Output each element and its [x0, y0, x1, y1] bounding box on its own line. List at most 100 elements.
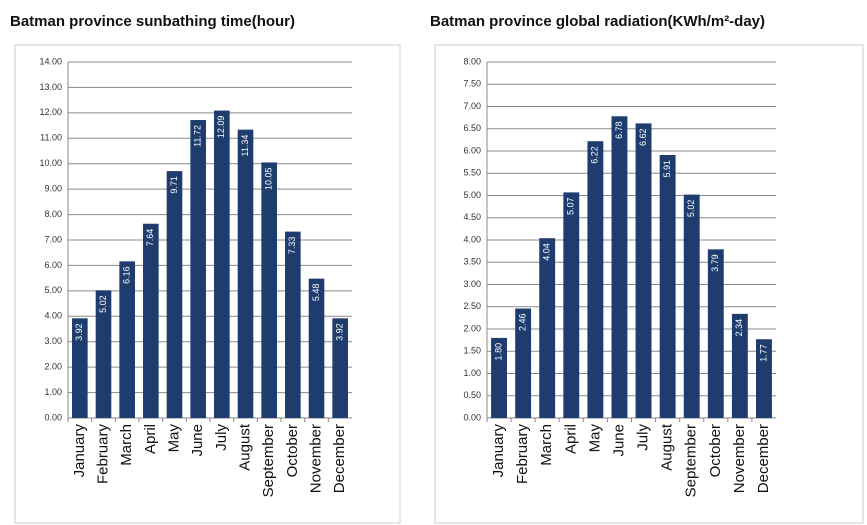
value-label: 11.34: [240, 135, 250, 157]
y-tick-label: 7.50: [463, 79, 481, 89]
value-label: 5.91: [662, 160, 672, 178]
x-tick-label: September: [683, 424, 700, 497]
y-tick-label: 0.00: [44, 412, 62, 422]
x-tick-label: November: [307, 424, 324, 493]
y-tick-label: 4.50: [463, 212, 481, 222]
value-label: 9.71: [169, 176, 179, 194]
value-label: 5.07: [566, 197, 576, 215]
bar: [587, 141, 604, 418]
chart-frame: [434, 44, 864, 524]
value-label: 10.05: [264, 167, 274, 190]
x-tick-label: May: [165, 424, 182, 453]
x-tick-label: August: [236, 423, 253, 471]
x-tick-label: July: [635, 424, 652, 451]
y-tick-label: 3.50: [463, 257, 481, 267]
x-tick-label: October: [284, 424, 301, 477]
value-label: 7.33: [287, 237, 297, 255]
y-tick-label: 6.50: [463, 123, 481, 133]
x-tick-label: September: [260, 424, 277, 497]
value-label: 5.48: [311, 284, 321, 302]
x-tick-label: February: [514, 424, 531, 485]
bar: [190, 119, 206, 418]
y-tick-label: 6.00: [463, 145, 481, 155]
y-tick-label: 10.00: [39, 158, 62, 168]
y-tick-label: 8.00: [463, 56, 481, 66]
y-tick-label: 0.00: [463, 412, 481, 422]
x-tick-label: March: [118, 424, 135, 466]
value-label: 11.72: [193, 125, 203, 147]
x-tick-label: January: [71, 424, 88, 478]
y-tick-label: 8.00: [44, 209, 62, 219]
x-tick-label: March: [538, 424, 555, 466]
x-tick-label: December: [755, 424, 772, 493]
bar: [237, 129, 254, 418]
bar: [308, 278, 325, 418]
value-label: 6.78: [614, 121, 624, 139]
chart-title: Batman province global radiation(KWh/m²-…: [430, 13, 765, 30]
bar: [332, 318, 348, 418]
y-tick-label: 4.00: [44, 311, 62, 321]
bar: [515, 308, 532, 418]
bar: [95, 290, 112, 418]
value-label: 3.79: [710, 254, 720, 272]
bar: [72, 318, 88, 418]
y-tick-label: 12.00: [39, 107, 62, 117]
y-tick-label: 4.00: [463, 234, 481, 244]
bar: [731, 313, 748, 418]
value-label: 5.02: [686, 200, 696, 218]
y-tick-label: 13.00: [39, 82, 62, 92]
x-tick-label: August: [659, 423, 676, 471]
y-tick-label: 1.00: [463, 368, 481, 378]
bar: [539, 238, 556, 418]
x-tick-label: December: [331, 424, 348, 493]
y-tick-label: 1.00: [44, 387, 62, 397]
bar: [683, 194, 700, 418]
y-tick-label: 3.00: [463, 279, 481, 289]
x-tick-label: October: [707, 424, 724, 477]
y-tick-label: 5.50: [463, 168, 481, 178]
chart-title: Batman province sunbathing time(hour): [10, 13, 295, 30]
y-tick-label: 7.00: [44, 234, 62, 244]
bar: [707, 249, 724, 418]
x-tick-label: May: [586, 424, 603, 453]
y-tick-label: 2.00: [44, 362, 62, 372]
y-tick-label: 5.00: [463, 190, 481, 200]
y-tick-label: 0.50: [463, 390, 481, 400]
value-label: 5.02: [98, 295, 108, 313]
x-tick-label: February: [94, 424, 111, 485]
value-label: 3.92: [74, 323, 84, 341]
value-label: 1.80: [493, 343, 503, 361]
y-tick-label: 5.00: [44, 285, 62, 295]
x-tick-label: July: [213, 424, 230, 451]
bar: [166, 171, 183, 418]
value-label: 4.04: [542, 243, 552, 261]
y-tick-label: 3.00: [44, 336, 62, 346]
x-tick-label: January: [490, 424, 507, 478]
y-tick-label: 7.00: [463, 101, 481, 111]
value-label: 6.16: [122, 266, 132, 284]
bar: [119, 261, 135, 418]
x-tick-label: April: [562, 424, 579, 454]
value-label: 6.62: [638, 128, 648, 146]
bar: [285, 231, 301, 418]
y-tick-label: 6.00: [44, 260, 62, 270]
y-tick-label: 2.00: [463, 323, 481, 333]
bar: [491, 337, 507, 418]
y-tick-label: 14.00: [39, 56, 62, 66]
bar: [659, 155, 676, 418]
value-label: 2.34: [734, 319, 744, 337]
y-tick-label: 2.50: [463, 301, 481, 311]
bar: [756, 339, 772, 418]
bar: [563, 192, 580, 418]
x-tick-label: June: [189, 424, 206, 457]
value-label: 1.77: [758, 344, 768, 362]
y-tick-label: 11.00: [40, 133, 62, 143]
bar: [635, 123, 652, 418]
value-label: 6.22: [590, 146, 600, 164]
y-tick-label: 9.00: [44, 184, 62, 194]
chart-frame: [14, 44, 401, 524]
x-tick-label: June: [610, 424, 627, 457]
value-label: 2.46: [518, 314, 528, 332]
value-label: 12.09: [216, 116, 226, 139]
